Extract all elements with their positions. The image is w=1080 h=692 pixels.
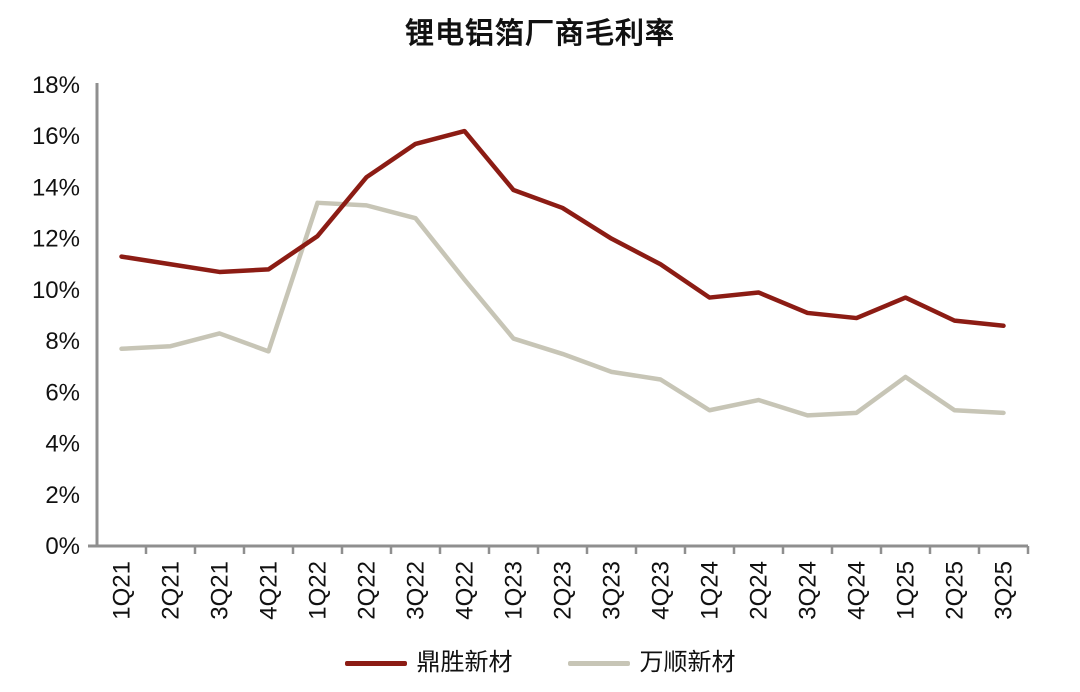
y-axis-label: 14% <box>32 174 80 201</box>
y-axis-label: 8% <box>45 328 80 355</box>
x-axis-label: 3Q21 <box>207 561 234 620</box>
chart-legend: 鼎胜新材 万顺新材 <box>0 651 1080 675</box>
x-axis-label: 1Q24 <box>697 561 724 620</box>
x-axis-label: 1Q23 <box>501 561 528 620</box>
x-axis-label: 3Q25 <box>991 561 1018 620</box>
x-axis-label: 4Q23 <box>648 561 675 620</box>
x-axis-label: 1Q22 <box>305 561 332 620</box>
x-axis-label: 2Q25 <box>942 561 969 620</box>
x-axis-label: 3Q23 <box>599 561 626 620</box>
legend-label-dingsheng: 鼎胜新材 <box>416 649 513 676</box>
y-axis-label: 6% <box>45 379 80 406</box>
chart-title: 锂电铝箔厂商毛利率 <box>404 18 675 50</box>
legend-line-swatch-dingsheng <box>344 660 407 666</box>
series-line-0 <box>119 128 1006 328</box>
x-axis-label: 3Q24 <box>795 561 822 620</box>
x-axis-label: 2Q23 <box>550 561 577 620</box>
legend-item-wanshun: 万顺新材 <box>567 649 736 676</box>
x-axis-label: 4Q24 <box>844 561 871 620</box>
x-axis-label: 1Q25 <box>893 561 920 620</box>
legend-line-swatch-wanshun <box>567 660 630 666</box>
legend-item-dingsheng: 鼎胜新材 <box>344 649 513 676</box>
y-axis-label: 18% <box>32 72 80 99</box>
x-axis-label: 3Q22 <box>403 561 430 620</box>
legend-label-wanshun: 万顺新材 <box>639 649 736 676</box>
x-axis-label: 2Q24 <box>746 561 773 620</box>
x-axis-label: 4Q21 <box>256 561 283 620</box>
series-line-1 <box>119 200 1006 418</box>
y-axis-label: 12% <box>32 226 80 253</box>
y-axis-label: 10% <box>32 277 80 304</box>
x-axis-label: 1Q21 <box>109 561 136 620</box>
y-axis-label: 16% <box>32 123 80 150</box>
y-axis-label: 4% <box>45 431 80 458</box>
x-axis-label: 2Q21 <box>158 561 185 620</box>
x-axis-label: 4Q22 <box>452 561 479 620</box>
x-axis-label: 2Q22 <box>354 561 381 620</box>
y-axis-label: 2% <box>45 482 80 509</box>
y-axis-label: 0% <box>45 533 80 560</box>
